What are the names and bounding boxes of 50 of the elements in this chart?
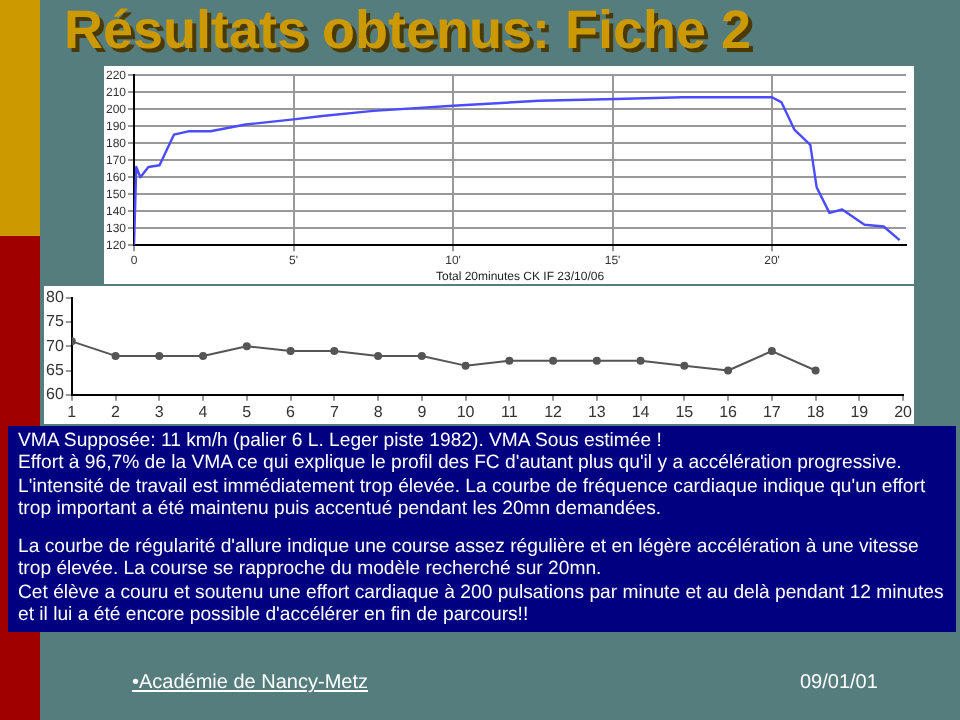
y-tick-label: 60 (45, 385, 65, 404)
text: VMA Supposée: 11 km/h (palier 6 L. Leger piste 1982). VMA Sous estimée ! (18, 430, 664, 453)
y-tick-label: 80 (45, 288, 65, 307)
x-tick-label: 19 (850, 402, 870, 421)
x-tick-label: 18 (806, 402, 826, 421)
point (417, 351, 426, 360)
point (111, 351, 120, 360)
point (461, 361, 470, 370)
x-tick-label: 20 (894, 402, 914, 421)
x-tick-label: 8 (373, 402, 384, 421)
x-tick-label: 16 (719, 402, 739, 421)
y-tick-label: 75 (45, 312, 65, 331)
y-tick-label: 70 (45, 336, 65, 355)
point (505, 356, 514, 365)
point (811, 366, 820, 375)
point (549, 356, 558, 365)
x-tick-label: 3 (154, 402, 165, 421)
point (286, 347, 295, 356)
text: •Académie de Nancy-Metz (132, 672, 368, 694)
point (636, 356, 645, 365)
text: La courbe de régularité d'allure indique une course assez régulière et en légère accélération à une vitesse trop élevée. La course se rapproche du modèle recherché sur 20mn. (18, 536, 921, 582)
x-tick-label: 15 (675, 402, 695, 421)
point (155, 351, 164, 360)
x-tick-label: 7 (329, 402, 340, 421)
x-tick-label: 11 (501, 402, 519, 421)
text: 09/01/01 (800, 672, 878, 694)
x-tick-label: 10 (456, 402, 476, 421)
x-tick-label: 13 (587, 402, 607, 421)
point (199, 351, 208, 360)
x-tick-label: 12 (544, 402, 564, 421)
point (767, 347, 776, 356)
chart-title: Résultats obtenus: Fiche 2 (64, 0, 752, 62)
x-tick-label: 9 (417, 402, 428, 421)
x-tick-label: 1 (67, 402, 78, 421)
text: Effort à 96,7% de la VMA ce qui explique le profil des FC d'autant plus qu'il y a accélération progressive. (18, 452, 904, 476)
x-tick-label: 2 (111, 402, 122, 421)
text: Cet élève a couru et soutenu une effort cardiaque à 200 pulsations par minute et au delà pendant 12 minutes et il lui a été encore possible d'accélérer en fin de parcours!! (18, 581, 946, 627)
x-tick-label: 14 (631, 402, 651, 421)
x-tick-label: 4 (198, 402, 209, 421)
x-tick-label: 17 (762, 402, 782, 421)
point (242, 342, 251, 351)
point (374, 351, 383, 360)
text: L'intensité de travail est immédiatement trop élevée. La courbe de fréquence cardiaque indique qu'un effort trop important a été maintenu puis accentué pendant les 20mn demandées. (18, 475, 928, 521)
point (724, 366, 733, 375)
point (330, 347, 339, 356)
x-tick-label: 6 (286, 402, 297, 421)
point (680, 361, 689, 370)
y-tick-label: 65 (45, 360, 65, 379)
x-tick-label: 5 (242, 402, 253, 421)
point (592, 356, 601, 365)
